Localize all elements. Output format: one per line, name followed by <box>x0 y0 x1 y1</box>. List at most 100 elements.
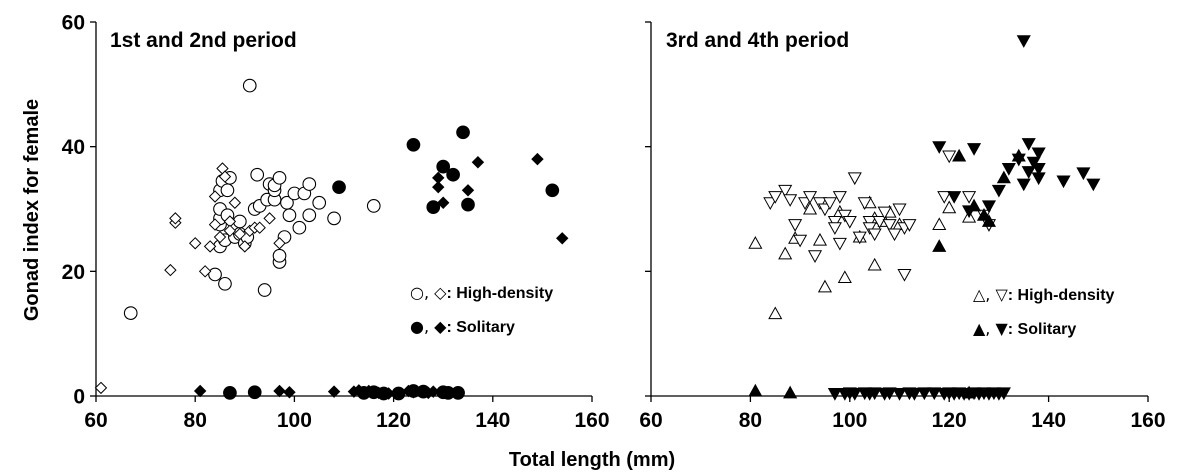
data-point-circle-filled <box>436 159 451 174</box>
data-point-triangle-up-filled <box>976 208 992 221</box>
data-point-circle-open <box>220 183 235 198</box>
data-point-triangle-down-open <box>937 191 952 204</box>
data-point-triangle-down-open <box>768 191 783 204</box>
y-tick-label: 60 <box>62 12 85 35</box>
data-point-triangle-down-open <box>902 219 917 232</box>
data-point-circle-open <box>208 267 222 282</box>
data-point-triangle-down-open <box>862 216 877 229</box>
data-point-triangle-down-open <box>802 191 818 204</box>
data-point-diamond-open <box>203 240 217 253</box>
data-point-diamond-open <box>94 381 108 395</box>
data-point-triangle-down-open <box>857 197 872 210</box>
data-point-triangle-down-open <box>807 250 823 263</box>
data-point-triangle-up-filled <box>952 148 967 162</box>
data-point-triangle-down-filled <box>927 387 942 401</box>
data-point-diamond-filled <box>327 385 341 398</box>
data-point-diamond-filled <box>531 152 544 166</box>
data-point-diamond-open <box>208 190 222 203</box>
data-point-diamond-filled <box>436 196 450 209</box>
data-point-circle-open <box>218 276 232 291</box>
data-point-diamond-filled <box>382 387 395 400</box>
data-point-triangle-down-open <box>812 197 828 210</box>
data-point-triangle-down-open <box>842 216 857 229</box>
data-point-circle-filled <box>247 385 262 400</box>
x-tick-label: 140 <box>475 409 510 432</box>
x-tick-label: 160 <box>1130 409 1165 432</box>
data-point-triangle-down-open <box>882 219 897 232</box>
data-point-circle-filled <box>461 197 475 212</box>
data-point-triangle-down-open <box>877 206 892 220</box>
data-point-circle-open <box>250 167 265 182</box>
data-point-triangle-down-open <box>942 150 957 164</box>
data-point-triangle-down-filled <box>1031 147 1046 161</box>
x-tick-label: 160 <box>574 409 609 432</box>
data-point-triangle-up-open <box>812 232 828 246</box>
left-panel: 1st and 2nd period 0 20 40 60 60 80 100 120 140 1… <box>62 12 610 433</box>
x-tick-label: 100 <box>277 409 312 432</box>
data-point-diamond-filled <box>432 171 445 185</box>
data-point-triangle-up-open <box>932 217 947 231</box>
data-point-triangle-up-open <box>942 200 957 214</box>
legend-entry: △, ▽: High-density <box>973 285 1115 304</box>
data-point-triangle-down-filled <box>1086 178 1101 192</box>
data-point-diamond-open <box>233 227 247 241</box>
data-point-triangle-down-filled <box>907 388 922 401</box>
data-point-triangle-down-open <box>778 184 793 198</box>
data-point-circle-open <box>272 248 287 263</box>
data-point-triangle-up-open <box>768 306 783 320</box>
data-point-diamond-open <box>164 263 177 277</box>
data-point-circle-open <box>302 177 317 191</box>
data-point-diamond-open <box>273 237 286 250</box>
data-point-diamond-open <box>223 224 237 238</box>
data-point-triangle-up-open <box>802 201 818 215</box>
data-point-triangle-down-filled <box>1031 163 1046 176</box>
data-point-diamond-open <box>263 212 276 225</box>
data-point-triangle-down-filled <box>967 143 982 156</box>
data-point-diamond-filled <box>461 184 475 197</box>
data-point-circle-filled <box>545 183 560 198</box>
data-point-diamond-open <box>238 240 252 253</box>
data-point-diamond-filled <box>556 232 569 245</box>
data-point-diamond-filled <box>352 384 366 397</box>
data-point-triangle-down-open <box>837 209 852 223</box>
left-panel-title: 1st and 2nd period <box>110 29 297 52</box>
data-point-triangle-down-open <box>847 172 862 186</box>
data-point-diamond-open <box>213 230 227 244</box>
data-point-triangle-down-open <box>783 194 798 207</box>
data-point-triangle-down-filled <box>1021 166 1036 179</box>
data-point-triangle-up-open <box>837 270 852 284</box>
data-point-diamond-filled <box>193 384 207 398</box>
data-point-triangle-down-open <box>822 197 837 210</box>
y-axis-title: Gonad index for female <box>21 99 43 321</box>
data-point-circle-open <box>312 195 327 210</box>
data-point-diamond-filled <box>372 386 385 400</box>
data-point-diamond-open <box>188 237 202 250</box>
data-point-diamond-open <box>253 221 266 234</box>
y-tick-label: 0 <box>73 386 85 409</box>
data-point-triangle-down-open <box>962 191 977 204</box>
data-point-triangle-down-filled <box>827 388 842 401</box>
x-tick-label: 60 <box>639 409 662 432</box>
y-tick-label: 20 <box>62 261 85 284</box>
data-point-triangle-up-filled <box>996 170 1011 184</box>
data-point-triangle-down-filled <box>867 387 882 401</box>
data-point-diamond-filled <box>273 384 286 398</box>
right-panel: 3rd and 4th period 60 80 100 120 140 160 △, ▽:… <box>639 21 1166 432</box>
legend: ○, ◇: High-density ●, ◆: Solitary <box>410 283 553 336</box>
y-tick-label: 40 <box>62 136 85 159</box>
x-tick-label: 120 <box>376 409 411 432</box>
data-point-triangle-down-filled <box>1001 163 1016 176</box>
x-tick-label: 80 <box>184 409 207 432</box>
data-point-triangle-down-open <box>827 216 842 229</box>
data-point-triangle-down-open <box>788 219 803 232</box>
data-point-triangle-up-filled <box>932 239 947 252</box>
data-point-diamond-filled <box>432 180 445 194</box>
data-point-triangle-down-filled <box>917 387 932 401</box>
data-point-triangle-down-filled <box>962 205 977 219</box>
data-point-triangle-down-open <box>832 237 847 251</box>
data-point-triangle-down-filled <box>1016 178 1031 192</box>
data-point-diamond-open <box>198 265 212 278</box>
data-point-circle-open <box>366 199 381 213</box>
data-point-circle-open <box>327 211 341 226</box>
data-point-triangle-up-filled <box>981 214 997 227</box>
